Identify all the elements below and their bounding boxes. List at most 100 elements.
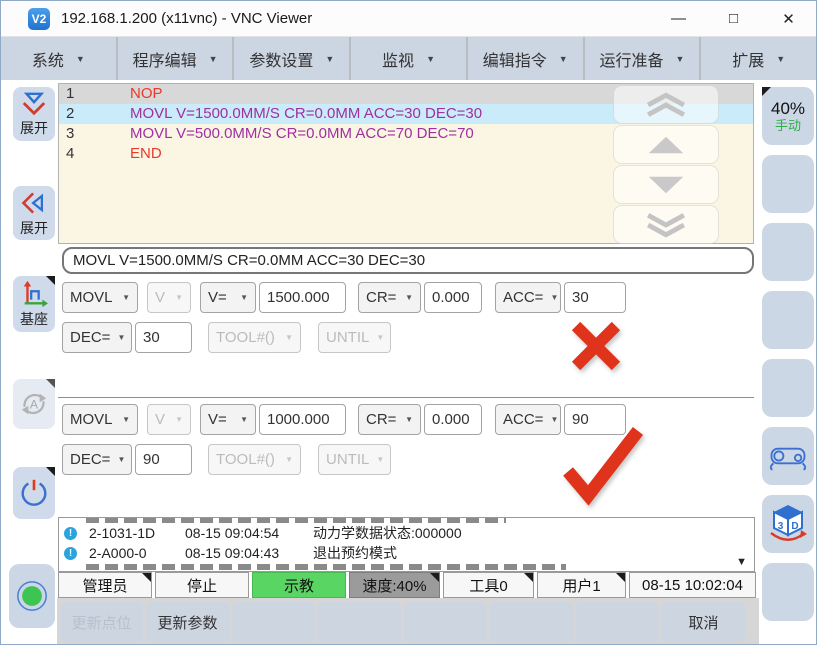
select-label: V=: [208, 289, 227, 306]
menu-extension[interactable]: 扩展 ▼: [701, 37, 816, 80]
blank-function-button[interactable]: [232, 602, 315, 642]
menu-run-prepare[interactable]: 运行准备 ▼: [584, 37, 700, 80]
cr-param-select[interactable]: CR= ▼: [358, 404, 421, 435]
chevron-down-icon: ▼: [426, 53, 435, 64]
program-line[interactable]: 1 NOP: [59, 84, 753, 104]
blank-side-button[interactable]: [762, 155, 814, 213]
power-button[interactable]: [13, 467, 55, 519]
line-number: 1: [66, 85, 75, 102]
blank-side-button[interactable]: [762, 359, 814, 417]
expand-down-button[interactable]: 展开: [13, 87, 55, 141]
select-label: TOOL#(): [216, 451, 275, 468]
acc-value-input[interactable]: [564, 282, 626, 313]
blank-side-button[interactable]: [762, 223, 814, 281]
base-frame-button[interactable]: 基座: [13, 276, 55, 332]
double-chevron-up-icon: [646, 91, 686, 117]
scroll-controls: [613, 85, 719, 244]
chevron-down-icon: ▼: [117, 333, 126, 342]
acc-param-select[interactable]: ACC= ▼: [495, 404, 561, 435]
update-params-button[interactable]: 更新参数: [146, 602, 229, 642]
chevron-down-icon: ▼: [208, 53, 218, 64]
line-up-button[interactable]: [613, 125, 719, 164]
program-line[interactable]: 4 END: [59, 144, 753, 164]
jog-controller-button[interactable]: [762, 427, 814, 485]
acc-value-input[interactable]: [564, 404, 626, 435]
speed-value: 40%: [770, 98, 806, 118]
select-label: V=: [208, 411, 227, 428]
dec-param-select[interactable]: DEC= ▼: [62, 444, 132, 475]
cr-param-select[interactable]: CR= ▼: [358, 282, 421, 313]
command-type-select[interactable]: MOVL ▼: [62, 282, 138, 313]
select-label: MOVL: [70, 411, 113, 428]
blank-function-button[interactable]: [490, 602, 573, 642]
log-expand-chevron-icon[interactable]: ▼: [736, 556, 747, 568]
speed-mode-button[interactable]: 40% 手动: [762, 87, 814, 145]
program-listing: 1 NOP 2 MOVL V=1500.0MM/S CR=0.0MM ACC=30 …: [58, 83, 754, 244]
velocity-value-input[interactable]: [259, 282, 346, 313]
run-state-label: 停止: [186, 577, 217, 595]
command-type-select[interactable]: MOVL ▼: [62, 404, 138, 435]
triangle-up-icon: [648, 136, 684, 153]
corner-marker: [430, 573, 439, 582]
log-code: 2-1031-1D: [89, 525, 156, 541]
record-button[interactable]: [9, 564, 55, 628]
user-frame-badge[interactable]: 用户1: [537, 572, 626, 598]
line-text: NOP: [130, 85, 163, 102]
velocity-param-select[interactable]: V= ▼: [200, 282, 256, 313]
datetime-display: 08-15 10:02:04: [629, 572, 756, 598]
cr-value-input[interactable]: [424, 282, 482, 313]
dec-value-input[interactable]: [135, 444, 192, 475]
tool-badge[interactable]: 工具0: [443, 572, 534, 598]
menu-label: 监视: [382, 52, 415, 70]
menu-parameter-settings[interactable]: 参数设置 ▼: [234, 37, 350, 80]
program-line-selected[interactable]: 2 MOVL V=1500.0MM/S CR=0.0MM ACC=30 DEC=3…: [59, 104, 753, 124]
blank-function-button[interactable]: [318, 602, 401, 642]
program-line[interactable]: 3 MOVL V=500.0MM/S CR=0.0MM ACC=70 DEC=70: [59, 124, 753, 144]
menu-edit-instruction[interactable]: 编辑指令 ▼: [467, 37, 583, 80]
page-up-button[interactable]: [613, 85, 719, 124]
velocity-param-select[interactable]: V= ▼: [200, 404, 256, 435]
until-select: UNTIL ▼: [318, 322, 391, 353]
cr-value-input[interactable]: [424, 404, 482, 435]
auto-rotate-icon: A: [21, 393, 47, 415]
cancel-button[interactable]: 取消: [662, 602, 745, 642]
maximize-button[interactable]: □: [728, 10, 739, 27]
teach-mode-label: 示教: [283, 577, 314, 595]
user-level-badge[interactable]: 管理员: [58, 572, 152, 598]
chevron-down-icon: ▼: [240, 415, 248, 424]
base-label: 基座: [20, 310, 48, 327]
menu-system[interactable]: 系统 ▼: [1, 37, 116, 80]
dec-value-input[interactable]: [135, 322, 192, 353]
close-button[interactable]: ✕: [782, 10, 795, 28]
menu-label: 扩展: [732, 52, 765, 70]
velocity-value-input[interactable]: [259, 404, 346, 435]
menu-program-edit[interactable]: 程序编辑 ▼: [117, 37, 233, 80]
dec-param-select[interactable]: DEC= ▼: [62, 322, 132, 353]
log-message: 动力学数据状态:000000: [313, 525, 462, 541]
view-3d-button[interactable]: 3 D: [762, 495, 814, 553]
bottom-button-bar: 更新点位 更新参数 取消: [57, 598, 816, 644]
menu-monitor[interactable]: 监视 ▼: [351, 37, 466, 80]
command-text-field[interactable]: [62, 247, 754, 274]
user-level-label: 管理员: [82, 577, 128, 595]
log-entry: ! 2-1031-1D 08-15 09:04:54 动力学数据状态:00000…: [59, 523, 754, 543]
line-down-button[interactable]: [613, 165, 719, 204]
acc-param-select[interactable]: ACC= ▼: [495, 282, 561, 313]
datetime-label: 08-15 10:02:04: [642, 576, 743, 594]
run-state-badge[interactable]: 停止: [155, 572, 249, 598]
speed-badge[interactable]: 速度:40%: [349, 572, 440, 598]
teach-mode-badge[interactable]: 示教: [252, 572, 346, 598]
blank-side-button[interactable]: [762, 563, 814, 621]
chevron-down-icon: ▼: [376, 455, 385, 464]
chevron-down-icon: ▼: [325, 53, 335, 64]
blank-function-button[interactable]: [576, 602, 659, 642]
menu-label: 编辑指令: [482, 52, 547, 70]
page-down-button[interactable]: [613, 205, 719, 244]
interp-select: V ▼: [147, 404, 191, 435]
blank-function-button[interactable]: [404, 602, 487, 642]
expand-left-button[interactable]: 展开: [13, 186, 55, 240]
minimize-button[interactable]: —: [671, 10, 686, 27]
log-time: 08-15 09:04:54: [185, 525, 280, 541]
line-number: 3: [66, 125, 75, 142]
blank-side-button[interactable]: [762, 291, 814, 349]
